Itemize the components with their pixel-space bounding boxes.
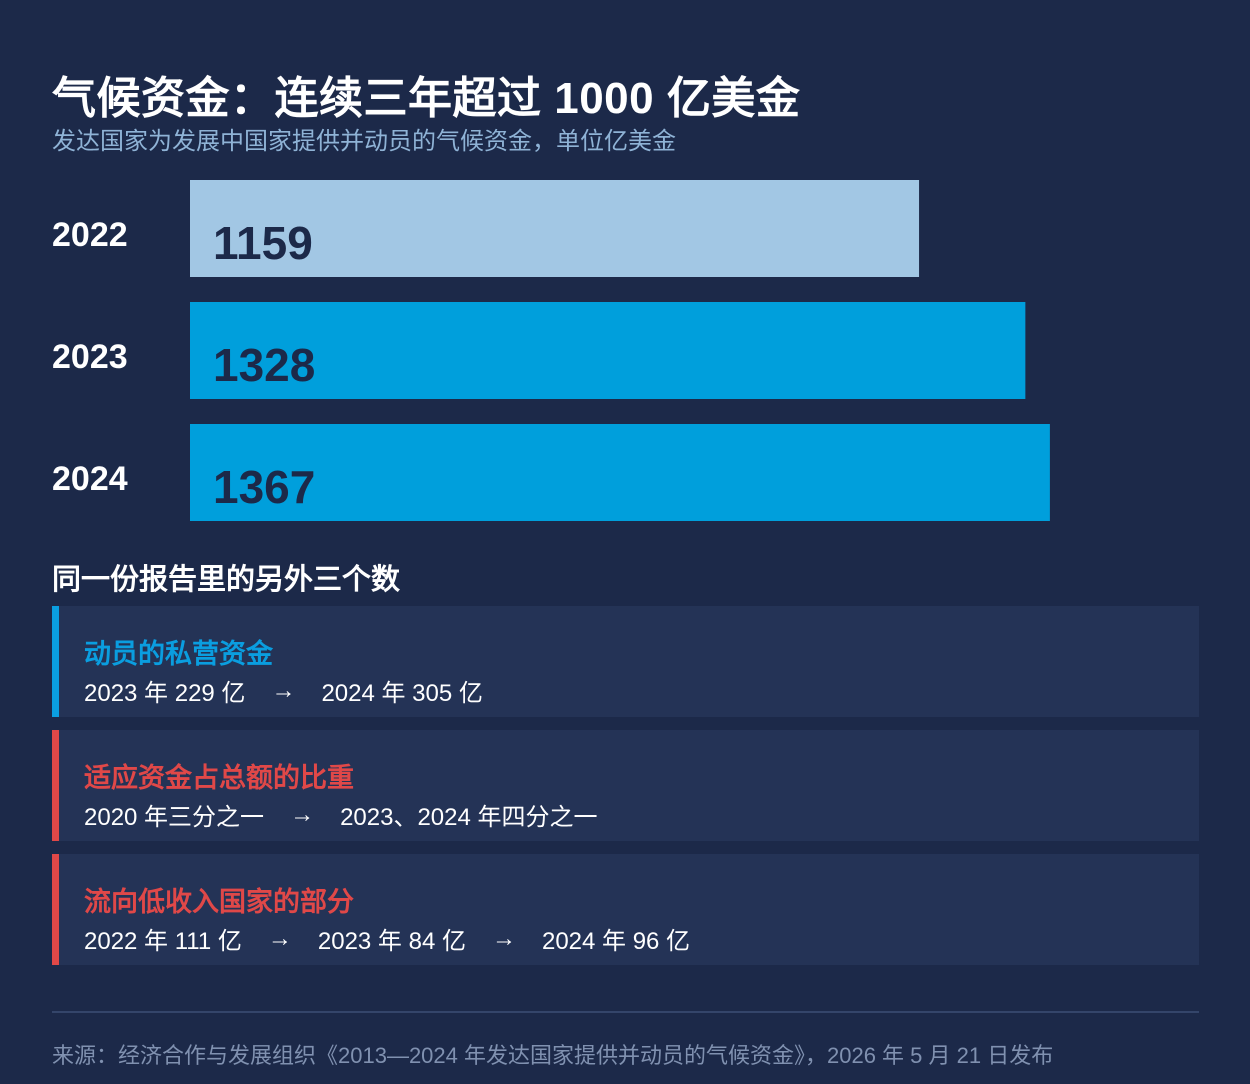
- bar-2023: [190, 302, 1026, 399]
- card-values: 2022 年 111 亿 → 2023 年 84 亿 → 2024 年 96 亿: [84, 921, 690, 956]
- card-values: 2020 年三分之一 → 2023、2024 年四分之一: [84, 797, 598, 832]
- card-value: 2023 年 84 亿: [317, 928, 466, 955]
- card-private-finance: 动员的私营资金 2023 年 229 亿 → 2024 年 305 亿: [52, 606, 1199, 717]
- divider: [52, 1011, 1199, 1013]
- card-values: 2023 年 229 亿 → 2024 年 305 亿: [84, 673, 483, 708]
- card-label: 流向低收入国家的部分: [84, 887, 354, 917]
- card-value: 2020 年三分之一: [84, 804, 265, 831]
- card-accent-stripe: [52, 854, 59, 965]
- bar-2022: [190, 180, 920, 277]
- chart-title: 气候资金：连续三年超过 1000 亿美金: [52, 74, 801, 123]
- card-adaptation-share: 适应资金占总额的比重 2020 年三分之一 → 2023、2024 年四分之一: [52, 730, 1199, 841]
- chart-subtitle: 发达国家为发展中国家提供并动员的气候资金，单位亿美金: [52, 128, 676, 155]
- arrow-right-icon: →: [267, 924, 292, 952]
- card-accent-stripe: [52, 730, 59, 841]
- bar-chart: 2022 1159 2023 1328 2024 1367: [52, 180, 1050, 521]
- bar-2024: [190, 424, 1050, 521]
- card-low-income-share: 流向低收入国家的部分 2022 年 111 亿 → 2023 年 84 亿 → …: [52, 854, 1199, 965]
- source-note: 来源：经济合作与发展组织《2013—2024 年发达国家提供并动员的气候资金》，…: [52, 1043, 1054, 1068]
- card-accent-stripe: [52, 606, 59, 717]
- section-title: 同一份报告里的另外三个数: [52, 564, 401, 596]
- card-value: 2023 年 229 亿: [84, 680, 246, 707]
- card-value: 2022 年 111 亿: [84, 928, 242, 955]
- card-value: 2024 年 305 亿: [321, 680, 483, 707]
- card-label: 动员的私营资金: [84, 639, 273, 669]
- data-label-2024: 1367: [213, 461, 315, 513]
- category-label-2023: 2023: [52, 338, 128, 376]
- category-label-2024: 2024: [52, 460, 128, 498]
- data-label-2022: 1159: [213, 217, 313, 269]
- arrow-right-icon: →: [271, 676, 296, 704]
- arrow-right-icon: →: [491, 924, 516, 952]
- data-label-2023: 1328: [213, 339, 315, 391]
- card-value: 2024 年 96 亿: [541, 928, 691, 955]
- arrow-right-icon: →: [290, 800, 315, 828]
- card-value: 2023、2024 年四分之一: [340, 804, 598, 831]
- category-label-2022: 2022: [52, 216, 128, 254]
- card-label: 适应资金占总额的比重: [84, 763, 354, 793]
